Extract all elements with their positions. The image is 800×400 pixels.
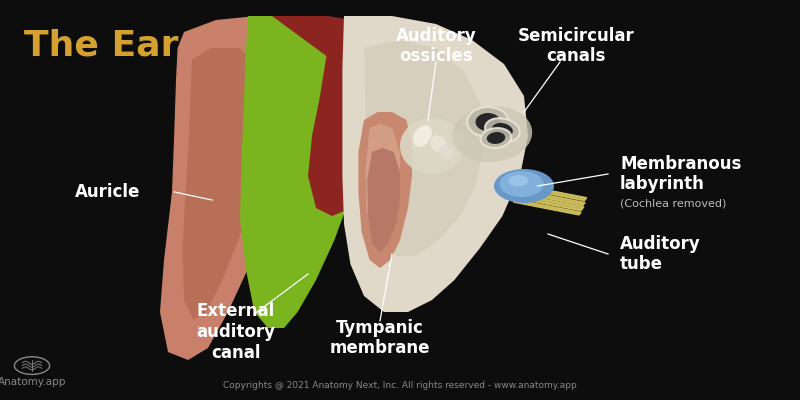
FancyArrow shape bbox=[514, 200, 581, 215]
Ellipse shape bbox=[467, 107, 509, 137]
Ellipse shape bbox=[492, 123, 513, 137]
Ellipse shape bbox=[485, 118, 520, 142]
FancyArrow shape bbox=[518, 190, 585, 206]
Text: Auditory
ossicles: Auditory ossicles bbox=[396, 26, 476, 65]
Text: Anatomy.app: Anatomy.app bbox=[0, 377, 66, 386]
Polygon shape bbox=[272, 16, 424, 216]
Polygon shape bbox=[358, 112, 412, 268]
Ellipse shape bbox=[452, 106, 532, 162]
Polygon shape bbox=[342, 16, 528, 312]
Ellipse shape bbox=[486, 132, 506, 144]
Text: The Ear: The Ear bbox=[24, 28, 178, 62]
Text: External
auditory
canal: External auditory canal bbox=[197, 302, 275, 362]
Text: Tympanic
membrane: Tympanic membrane bbox=[330, 318, 430, 358]
Polygon shape bbox=[367, 148, 400, 252]
Text: Auricle: Auricle bbox=[74, 183, 140, 201]
Polygon shape bbox=[364, 40, 484, 256]
FancyArrow shape bbox=[519, 185, 586, 201]
Polygon shape bbox=[182, 48, 268, 320]
Text: Copyrights @ 2021 Anatomy Next, Inc. All rights reserved - www.anatomy.app: Copyrights @ 2021 Anatomy Next, Inc. All… bbox=[223, 381, 577, 390]
Text: (Cochlea removed): (Cochlea removed) bbox=[620, 199, 726, 209]
Ellipse shape bbox=[509, 175, 528, 186]
Text: Auditory
tube: Auditory tube bbox=[620, 234, 701, 274]
Ellipse shape bbox=[499, 171, 544, 197]
Ellipse shape bbox=[400, 118, 464, 174]
Ellipse shape bbox=[475, 113, 501, 131]
Text: Semicircular
canals: Semicircular canals bbox=[518, 26, 634, 65]
Polygon shape bbox=[240, 16, 368, 328]
Ellipse shape bbox=[413, 125, 432, 147]
Polygon shape bbox=[160, 16, 296, 360]
Text: Membranous
labyrinth: Membranous labyrinth bbox=[620, 155, 742, 194]
Polygon shape bbox=[366, 124, 400, 248]
Ellipse shape bbox=[439, 146, 454, 160]
Ellipse shape bbox=[481, 128, 511, 148]
FancyArrow shape bbox=[514, 194, 584, 211]
Ellipse shape bbox=[494, 169, 554, 203]
Ellipse shape bbox=[430, 135, 446, 153]
